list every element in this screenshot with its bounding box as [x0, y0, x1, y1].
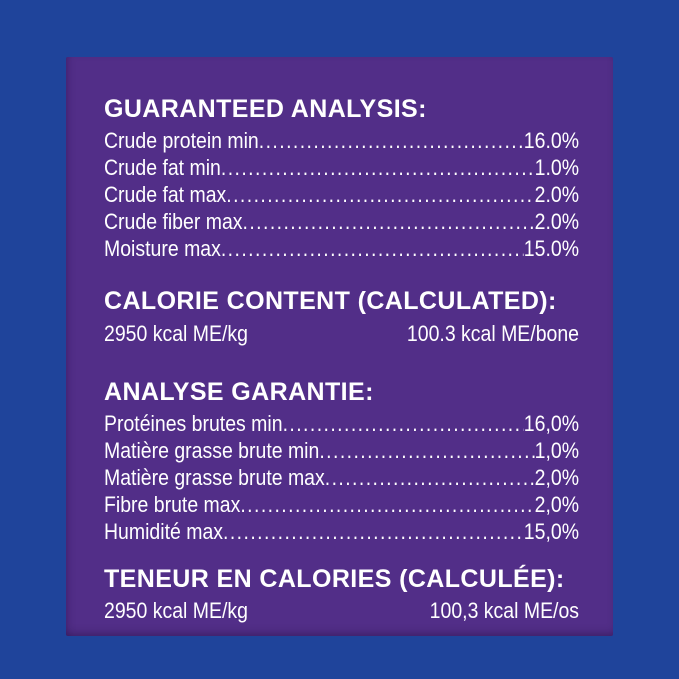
- leader-dots: [223, 518, 524, 545]
- nutrition-label-panel: GUARANTEED ANALYSIS: Crude protein min 1…: [66, 57, 613, 636]
- teneur-calories-section: TENEUR EN CALORIES (CALCULÉE): 2950 kcal…: [104, 564, 579, 624]
- analyse-garantie-section: ANALYSE GARANTIE: Protéines brutes min 1…: [104, 377, 579, 545]
- leader-dots: [226, 181, 534, 208]
- leader-dots: [243, 208, 535, 235]
- row-value: 15,0%: [523, 518, 580, 544]
- row-value: 2.0%: [534, 209, 580, 235]
- analysis-row: Crude fat max 2.0%: [104, 181, 579, 208]
- leader-dots: [240, 491, 534, 518]
- row-value: 16.0%: [523, 128, 580, 154]
- row-label: Crude fat min: [104, 155, 221, 181]
- row-value: 2,0%: [534, 491, 580, 517]
- calories-per-kg: 2950 kcal ME/kg: [104, 320, 248, 346]
- analysis-row: Protéines brutes min 16,0%: [104, 410, 579, 437]
- row-value: 2,0%: [534, 464, 580, 490]
- analysis-row: Humidité max 15,0%: [104, 518, 579, 545]
- analyse-garantie-rows: Protéines brutes min 16,0% Matière grass…: [104, 410, 579, 545]
- analysis-row: Crude fiber max 2.0%: [104, 208, 579, 235]
- leader-dots: [283, 410, 524, 437]
- calories-per-bone: 100.3 kcal ME/bone: [406, 320, 580, 346]
- calories-par-kg: 2950 kcal ME/kg: [104, 598, 248, 623]
- analysis-row: Matière grasse brute min 1,0%: [104, 437, 579, 464]
- guaranteed-analysis-section: GUARANTEED ANALYSIS: Crude protein min 1…: [104, 96, 579, 262]
- row-value: 1.0%: [534, 155, 580, 181]
- calorie-content-section: CALORIE CONTENT (CALCULATED): 2950 kcal …: [104, 288, 579, 346]
- row-value: 2.0%: [534, 182, 580, 208]
- row-label: Moisture max: [104, 236, 221, 262]
- row-label: Fibre brute max: [104, 491, 241, 517]
- row-label: Matière grasse brute min: [104, 437, 320, 463]
- calories-par-os: 100,3 kcal ME/os: [429, 598, 580, 623]
- analysis-row: Crude protein min 16.0%: [104, 127, 579, 154]
- guaranteed-analysis-heading: GUARANTEED ANALYSIS:: [104, 95, 427, 123]
- leader-dots: [325, 464, 535, 491]
- calorie-content-values: 2950 kcal ME/kg 100.3 kcal ME/bone: [104, 320, 579, 347]
- row-label: Matière grasse brute max: [104, 464, 325, 490]
- analysis-row: Crude fat min 1.0%: [104, 154, 579, 181]
- leader-dots: [221, 154, 535, 181]
- row-value: 15.0%: [523, 236, 580, 262]
- analysis-row: Matière grasse brute max 2,0%: [104, 464, 579, 491]
- row-label: Protéines brutes min: [104, 410, 283, 436]
- teneur-calories-heading: TENEUR EN CALORIES (CALCULÉE):: [104, 564, 565, 593]
- analysis-row: Moisture max 15.0%: [104, 235, 579, 262]
- row-value: 1,0%: [534, 437, 580, 463]
- analysis-row: Fibre brute max 2,0%: [104, 491, 579, 518]
- teneur-calories-values: 2950 kcal ME/kg 100,3 kcal ME/os: [104, 597, 579, 624]
- row-label: Crude protein min: [104, 128, 259, 154]
- row-value: 16,0%: [523, 410, 580, 436]
- analyse-garantie-heading: ANALYSE GARANTIE:: [104, 377, 374, 406]
- row-label: Humidité max: [104, 518, 224, 544]
- leader-dots: [259, 127, 524, 154]
- leader-dots: [319, 437, 534, 464]
- row-label: Crude fat max: [104, 182, 227, 208]
- guaranteed-analysis-rows: Crude protein min 16.0% Crude fat min 1.…: [104, 127, 579, 262]
- row-label: Crude fiber max: [104, 209, 243, 235]
- leader-dots: [221, 235, 524, 262]
- calorie-content-heading: CALORIE CONTENT (CALCULATED):: [104, 287, 557, 316]
